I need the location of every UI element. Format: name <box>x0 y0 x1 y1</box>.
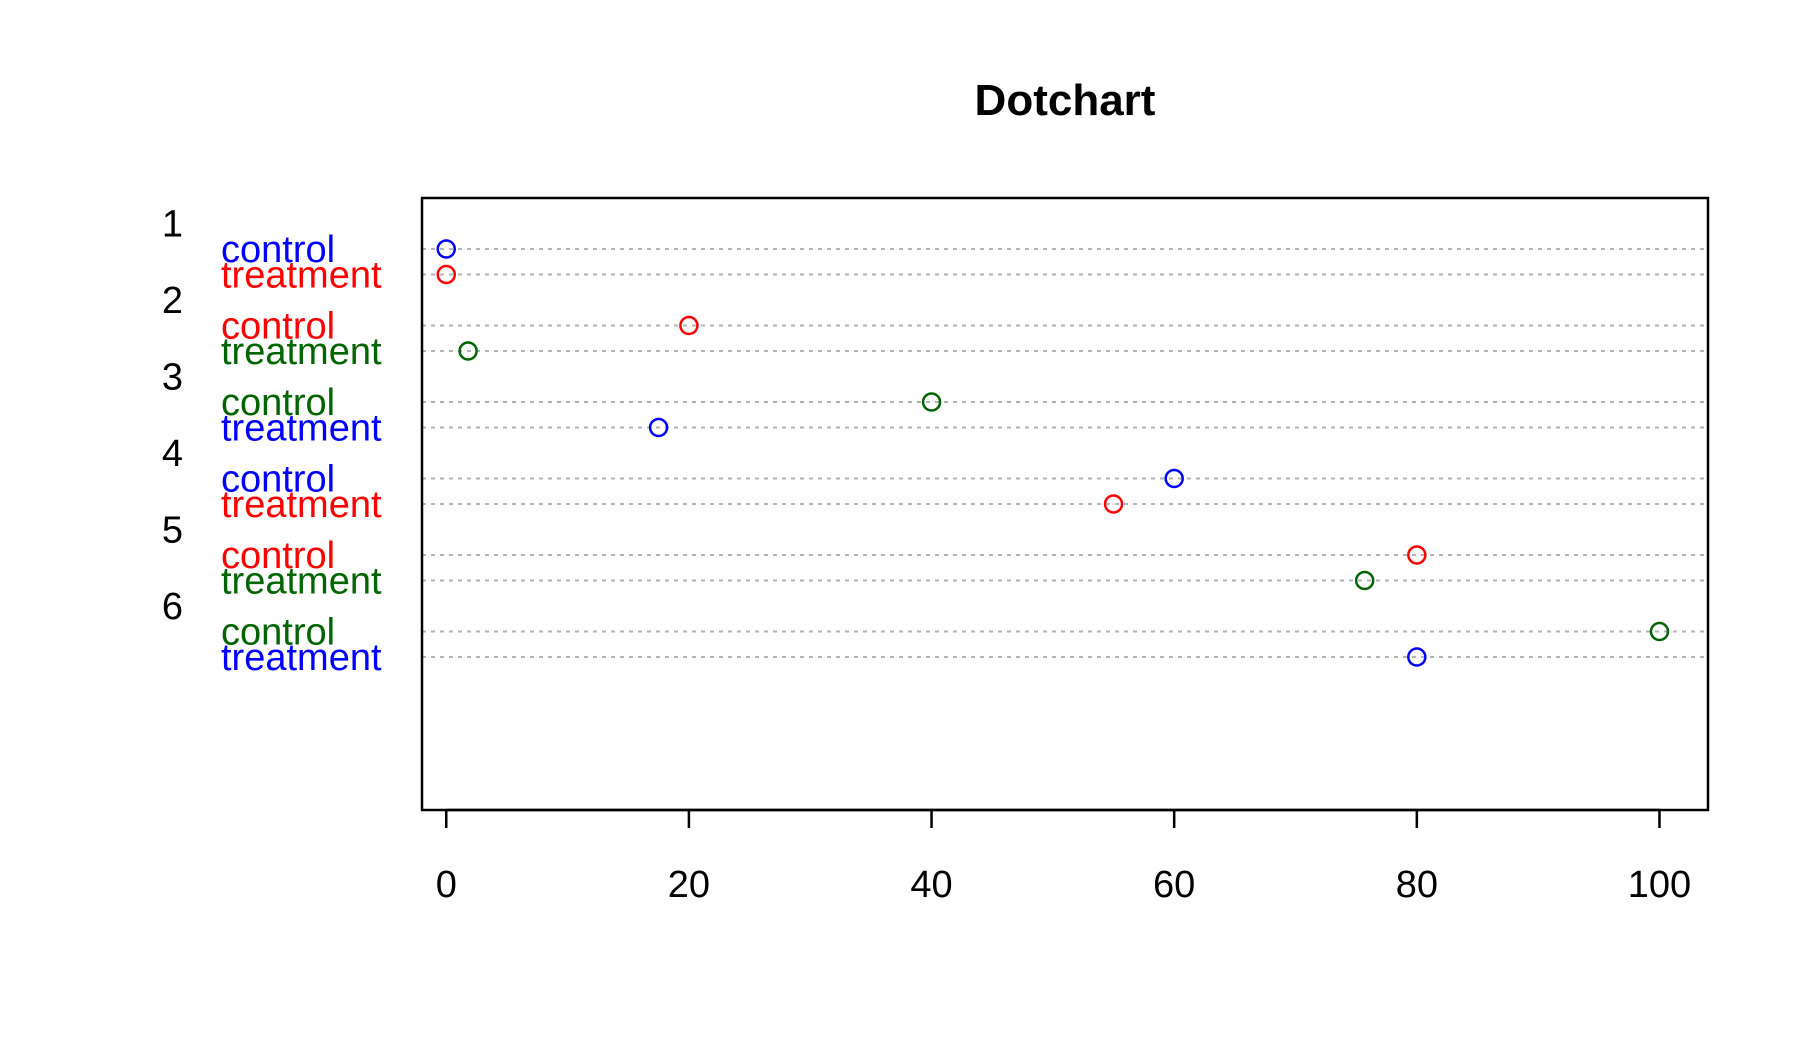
group-label: 2 <box>162 280 183 322</box>
data-point <box>1164 468 1184 489</box>
data-point <box>1354 570 1375 591</box>
data-point <box>1649 621 1670 642</box>
gridlines <box>422 248 1708 658</box>
group-label: 4 <box>162 433 183 475</box>
group-label: 5 <box>162 510 183 552</box>
data-points <box>436 239 1670 667</box>
data-point <box>1103 494 1124 514</box>
data-point <box>458 341 478 361</box>
row-label: treatment <box>221 331 382 373</box>
row-label: treatment <box>221 561 382 603</box>
row-label: treatment <box>221 255 382 297</box>
group-label: 3 <box>162 357 183 399</box>
row-label: treatment <box>221 484 382 526</box>
data-point <box>436 264 457 285</box>
row-label: control <box>221 535 335 577</box>
x-tick-label: 20 <box>668 864 710 906</box>
row-labels: 1controltreatment2controltreatment3contr… <box>162 204 382 680</box>
row-label: treatment <box>221 408 382 450</box>
x-tick-label: 100 <box>1628 864 1691 906</box>
row-label: control <box>221 612 335 654</box>
chart-title: Dotchart <box>975 76 1156 125</box>
data-point <box>1407 647 1427 667</box>
x-axis: 0 20 40 60 80 100 <box>436 808 1691 906</box>
data-point <box>436 239 457 259</box>
row-label: control <box>221 459 335 501</box>
x-tick-label: 40 <box>910 864 952 906</box>
group-label: 6 <box>162 586 183 628</box>
plot-frame <box>420 196 1710 812</box>
x-tick-label: 60 <box>1153 864 1195 906</box>
x-tick-label: 80 <box>1396 864 1438 906</box>
data-point <box>648 417 669 438</box>
row-label: control <box>221 382 335 424</box>
row-label: treatment <box>221 637 382 679</box>
group-label: 1 <box>162 204 183 246</box>
data-point <box>1407 545 1427 565</box>
x-tick-label: 0 <box>436 864 457 906</box>
data-point <box>679 315 699 336</box>
row-label: control <box>221 306 335 348</box>
row-label: control <box>221 229 335 271</box>
data-point <box>921 392 942 412</box>
